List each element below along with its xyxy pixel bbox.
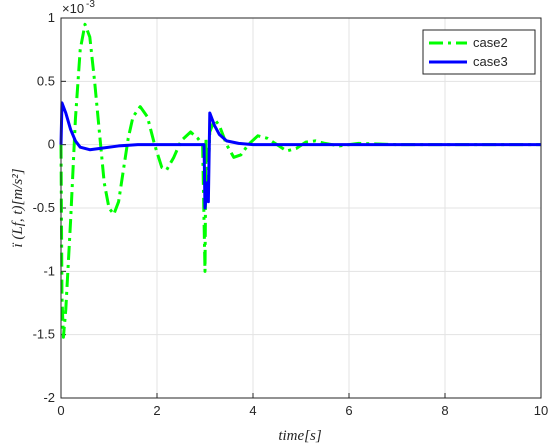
x-tick-label: 0 (57, 403, 64, 418)
x-tick-label: 8 (441, 403, 448, 418)
y-axis-label: ï (Lf, t)[m/s²] (10, 168, 26, 247)
x-tick-label: 2 (153, 403, 160, 418)
x-tick-label: 4 (249, 403, 256, 418)
x-tick-label: 10 (534, 403, 548, 418)
y-tick-label: -1 (43, 263, 55, 278)
plot-frame (60, 17, 542, 399)
line-series (59, 101, 541, 210)
legend-box (422, 29, 536, 75)
y-tick-label: 1 (48, 10, 55, 25)
x-tick-label: 6 (345, 403, 352, 418)
line-series (59, 22, 541, 339)
y-tick-label: -1.5 (33, 327, 55, 342)
y-multiplier: ×10 (62, 1, 84, 16)
y-tick-label: 0 (48, 137, 55, 152)
legend-label: case2 (473, 35, 508, 50)
y-tick-label: -2 (43, 390, 55, 405)
legend-label: case3 (473, 54, 508, 69)
y-tick-label: -0.5 (33, 200, 55, 215)
y-multiplier-exponent: -3 (86, 0, 95, 10)
x-axis-label: time[s] (278, 428, 322, 444)
y-tick-label: 0.5 (37, 73, 55, 88)
